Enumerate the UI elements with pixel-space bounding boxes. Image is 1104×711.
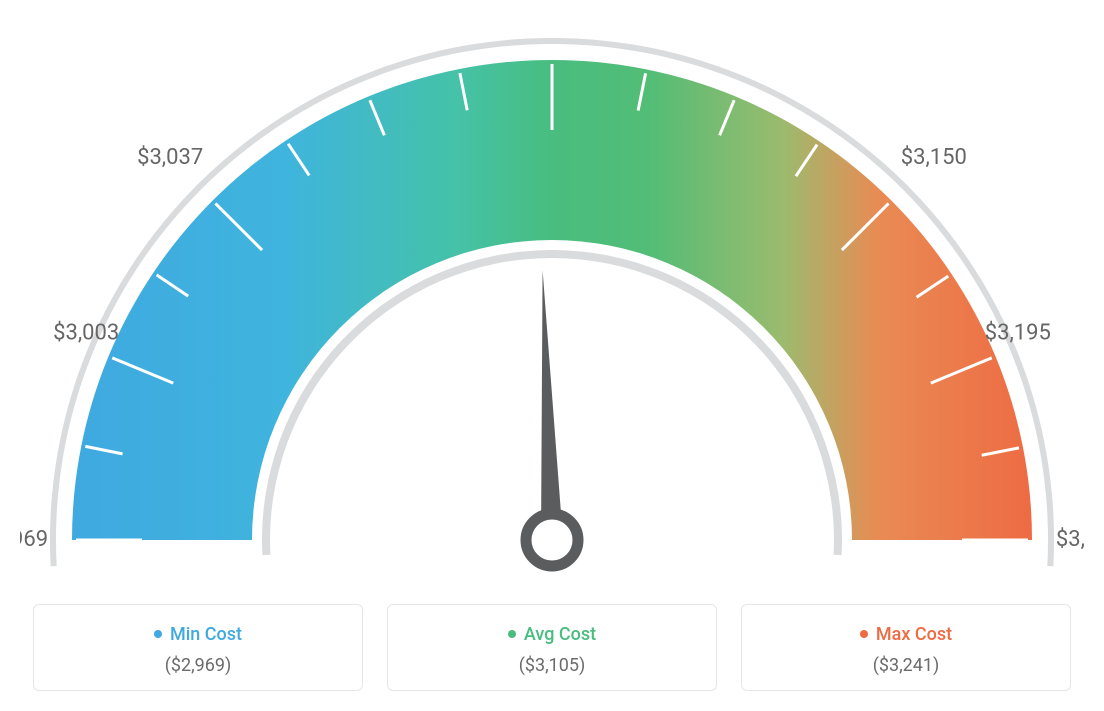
legend-value-avg: ($3,105) — [400, 655, 704, 676]
cost-gauge-chart: $2,969$3,003$3,037$3,105$3,150$3,195$3,2… — [20, 20, 1084, 691]
legend-value-min: ($2,969) — [46, 655, 350, 676]
legend-dot-avg — [508, 630, 516, 638]
svg-text:$2,969: $2,969 — [20, 527, 48, 552]
svg-text:$3,241: $3,241 — [1056, 527, 1084, 552]
legend-card-avg: Avg Cost ($3,105) — [387, 604, 717, 691]
svg-text:$3,037: $3,037 — [137, 145, 203, 170]
legend-value-max: ($3,241) — [754, 655, 1058, 676]
svg-text:$3,150: $3,150 — [901, 145, 967, 170]
legend-label-min: Min Cost — [170, 624, 242, 645]
legend-dot-max — [860, 630, 868, 638]
legend-title-min: Min Cost — [154, 624, 242, 645]
legend-row: Min Cost ($2,969) Avg Cost ($3,105) Max … — [20, 604, 1084, 691]
svg-text:$3,003: $3,003 — [53, 320, 119, 345]
legend-label-avg: Avg Cost — [524, 624, 596, 645]
legend-title-max: Max Cost — [860, 624, 952, 645]
legend-card-max: Max Cost ($3,241) — [741, 604, 1071, 691]
legend-title-avg: Avg Cost — [508, 624, 596, 645]
gauge-svg: $2,969$3,003$3,037$3,105$3,150$3,195$3,2… — [20, 20, 1084, 580]
svg-text:$3,195: $3,195 — [985, 320, 1051, 345]
legend-card-min: Min Cost ($2,969) — [33, 604, 363, 691]
legend-label-max: Max Cost — [876, 624, 952, 645]
legend-dot-min — [154, 630, 162, 638]
